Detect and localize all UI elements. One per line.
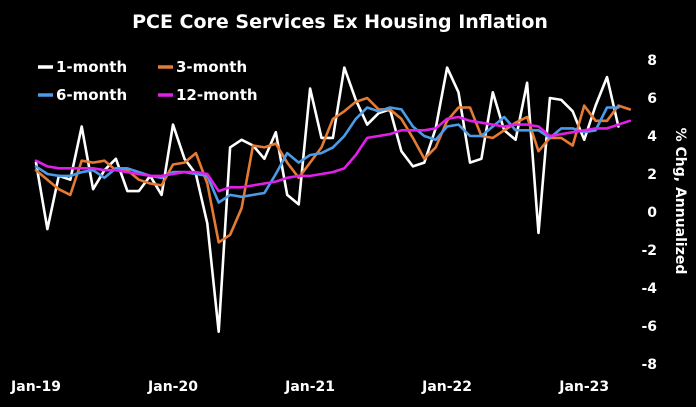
series-line-6-month (34, 106, 620, 204)
x-tick-label: Jan-22 (421, 379, 472, 395)
series-line-1-month (34, 66, 620, 334)
plot-area (34, 66, 632, 334)
legend-label: 12-month (176, 86, 258, 104)
y-tick-label: 2 (647, 167, 657, 183)
y-axis-label: % Chg, Annualized (672, 128, 688, 275)
y-tick-label: -2 (641, 243, 657, 259)
y-tick-label: 6 (647, 91, 657, 107)
series-line-3-month (34, 96, 632, 244)
y-tick-label: 4 (647, 129, 657, 145)
y-tick-label: -6 (641, 319, 657, 335)
x-tick-label: Jan-23 (558, 379, 609, 395)
series-line-12-month (34, 115, 632, 193)
chart-title: PCE Core Services Ex Housing Inflation (132, 11, 548, 33)
legend-label: 1-month (56, 58, 127, 76)
y-tick-label: 8 (647, 53, 657, 69)
legend: 1-month 3-month 6-month 12-month (38, 58, 258, 104)
y-axis: -8 -6 -4 -2 0 2 4 6 8 (641, 53, 657, 373)
y-tick-label: -4 (641, 281, 657, 297)
legend-label: 3-month (176, 58, 247, 76)
x-tick-label: Jan-21 (284, 379, 335, 395)
x-tick-label: Jan-19 (10, 379, 61, 395)
x-axis: Jan-19 Jan-20 Jan-21 Jan-22 Jan-23 (10, 379, 609, 395)
x-tick-label: Jan-20 (147, 379, 198, 395)
y-tick-label: 0 (647, 205, 657, 221)
y-tick-label: -8 (641, 357, 657, 373)
legend-label: 6-month (56, 86, 127, 104)
